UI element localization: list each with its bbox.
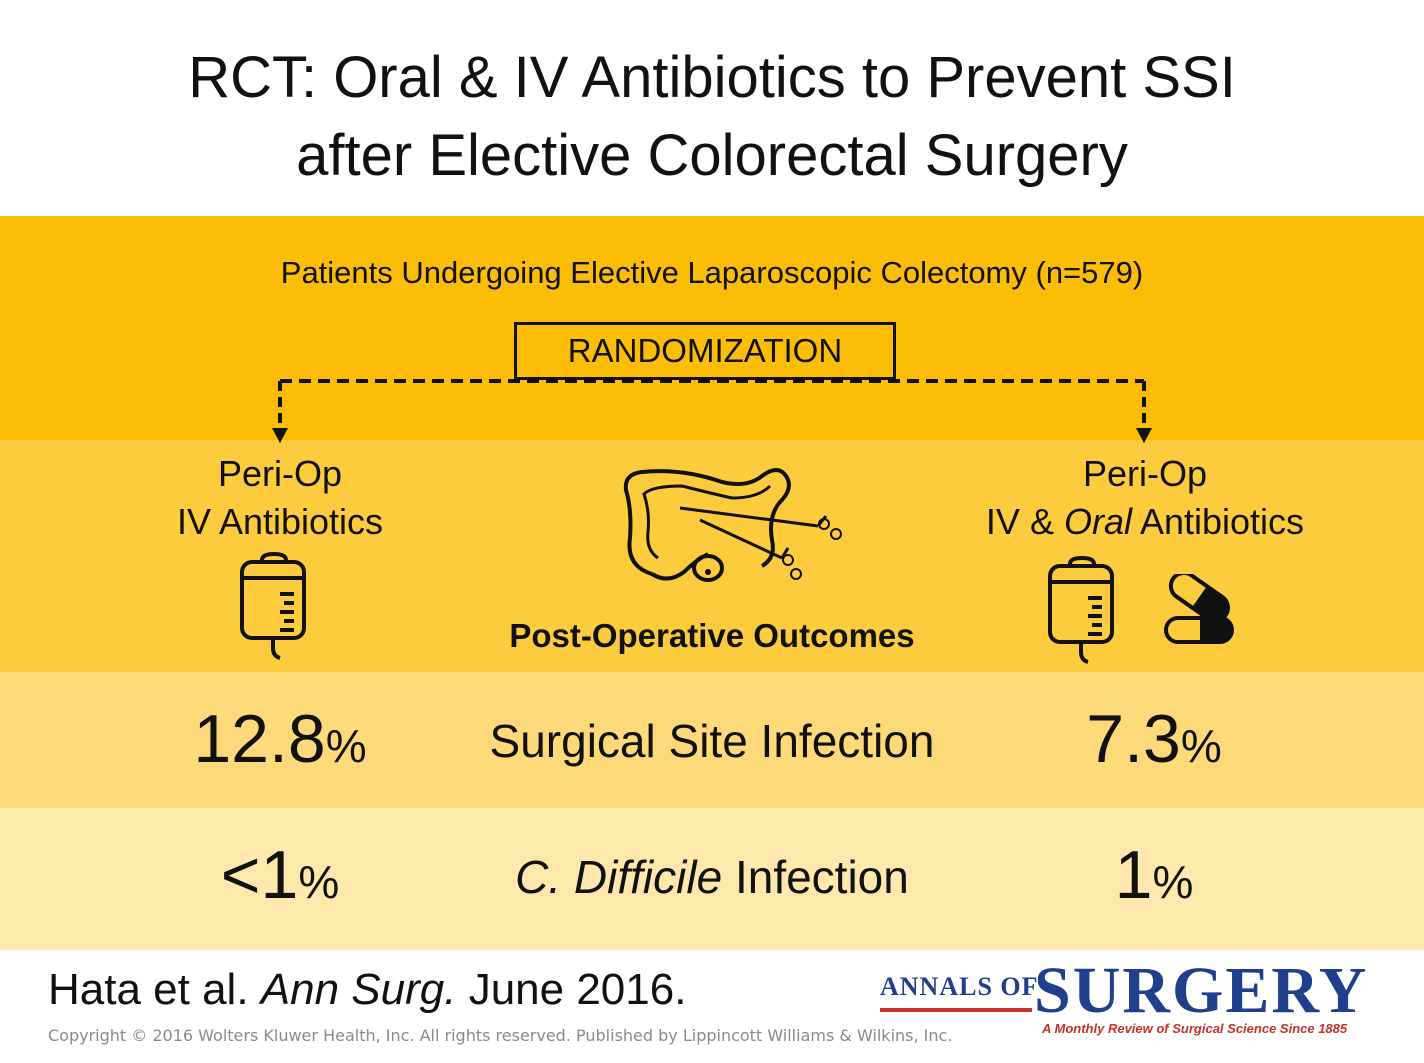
ssi-left-value: 12.8% bbox=[193, 701, 367, 777]
title-line-1: RCT: Oral & IV Antibiotics to Prevent SS… bbox=[188, 45, 1236, 110]
title-line-2: after Elective Colorectal Surgery bbox=[296, 123, 1128, 188]
ssi-right-value: 7.3% bbox=[1086, 701, 1222, 777]
outcomes-heading: Post-Operative Outcomes bbox=[509, 617, 915, 654]
right-arrowhead bbox=[1136, 428, 1152, 443]
colon-surgery-icon bbox=[623, 468, 842, 582]
logo-rule bbox=[880, 1008, 1032, 1012]
capsule-icon bbox=[1164, 574, 1234, 644]
cdiff-left-value: <1% bbox=[220, 837, 340, 913]
journal-name: Ann Surg. bbox=[260, 965, 457, 1014]
population-text: Patients Undergoing Elective Laparoscopi… bbox=[280, 255, 1144, 290]
logo-tagline: A Monthly Review of Surgical Science Sin… bbox=[1042, 1021, 1348, 1036]
logo-annals-of: ANNALS OF bbox=[880, 972, 1039, 1001]
iv-bag-icon bbox=[240, 552, 306, 660]
randomization-label: RANDOMIZATION bbox=[567, 332, 843, 369]
grasper-tip-lower bbox=[780, 547, 802, 580]
cdiff-row-band bbox=[0, 808, 1424, 950]
citation: Hata et al. Ann Surg. June 2016. bbox=[48, 965, 687, 1014]
ssi-label: Surgical Site Infection bbox=[489, 715, 935, 767]
randomization-box: RANDOMIZATION bbox=[514, 322, 896, 380]
logo-surgery: SURGERY bbox=[1034, 954, 1369, 1027]
right-arm-line-1: Peri-Op bbox=[1082, 453, 1208, 494]
left-arm-line-1: Peri-Op bbox=[217, 453, 343, 494]
iv-bag-icon bbox=[1048, 556, 1114, 664]
copyright-notice: Copyright © 2016 Wolters Kluwer Health, … bbox=[48, 1026, 953, 1045]
oral-italic: Oral bbox=[1063, 501, 1132, 542]
cdiff-right-value: 1% bbox=[1114, 837, 1194, 913]
randomization-band bbox=[0, 216, 1424, 440]
left-arm-label: Peri-Op IV Antibiotics bbox=[130, 450, 430, 546]
grasper-tip-upper bbox=[816, 515, 842, 540]
right-arm-line-2: IV & Oral Antibiotics bbox=[985, 501, 1305, 542]
left-arm-line-2: IV Antibiotics bbox=[176, 501, 384, 542]
ssi-row-band bbox=[0, 672, 1424, 808]
left-arrowhead bbox=[272, 428, 288, 443]
cdiff-label: C. Difficile Infection bbox=[515, 851, 909, 903]
right-arm-label: Peri-Op IV & Oral Antibiotics bbox=[930, 450, 1360, 546]
